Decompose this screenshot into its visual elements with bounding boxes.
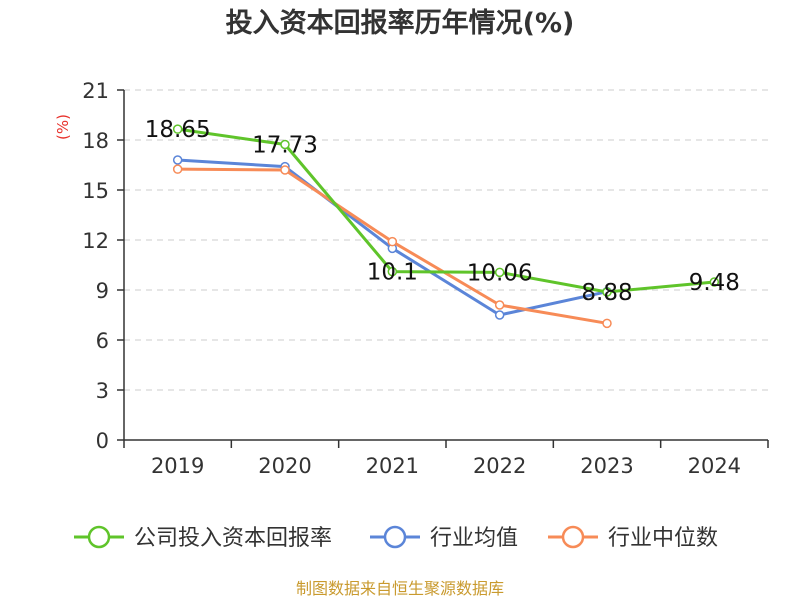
data-label: 18.65 [145, 117, 211, 143]
data-point[interactable] [602, 318, 612, 329]
data-label: 10.1 [367, 260, 418, 286]
y-tick-label: 12 [82, 229, 109, 253]
y-tick-label: 6 [96, 329, 109, 353]
x-tick-label: 2024 [688, 454, 741, 478]
data-point[interactable] [494, 300, 505, 310]
data-label: 10.06 [467, 260, 533, 286]
chart-title: 投入资本回报率历年情况(%) [226, 7, 575, 39]
x-tick-label: 2019 [151, 454, 204, 478]
legend-marker [87, 525, 111, 549]
y-tick-label: 18 [82, 129, 109, 153]
data-point[interactable] [709, 277, 720, 287]
legend: 公司投入资本回报率 行业均值 行业中位数 [74, 525, 718, 551]
data-point[interactable] [172, 124, 183, 134]
legend-label: 公司投入资本回报率 [134, 526, 332, 551]
series-1 [172, 124, 720, 297]
y-tick-label: 3 [96, 379, 109, 403]
x-tick-label: 2020 [258, 454, 311, 478]
x-tick-label: 2023 [580, 454, 633, 478]
data-label: 8.88 [581, 280, 632, 306]
data-point[interactable] [387, 236, 398, 247]
data-point[interactable] [172, 164, 183, 174]
y-axis-label: (%) [54, 114, 72, 140]
legend-marker [383, 525, 407, 549]
data-point[interactable] [494, 310, 505, 320]
y-tick-label: 15 [82, 179, 109, 203]
data-label: 9.48 [689, 270, 740, 296]
x-tick-label: 2021 [366, 454, 419, 478]
legend-marker [561, 525, 585, 549]
y-tick-label: 0 [96, 429, 109, 453]
series-lines [172, 124, 720, 329]
series-3 [172, 164, 612, 329]
data-point[interactable] [280, 165, 290, 175]
legend-item[interactable]: 行业均值 [370, 525, 518, 551]
data-point[interactable] [387, 266, 398, 277]
series-line [177, 127, 715, 294]
y-tick-label: 21 [82, 79, 109, 103]
data-label: 17.73 [252, 133, 318, 159]
data-point[interactable] [172, 155, 183, 165]
y-tick-label: 9 [96, 279, 109, 303]
data-labels: 18.65 17.73 10.1 10.06 8.88 9.48 [145, 117, 740, 306]
source-note: 制图数据来自恒生聚源数据库 [296, 579, 504, 598]
legend-label: 行业中位数 [608, 526, 718, 551]
data-point[interactable] [280, 139, 290, 150]
legend-item[interactable]: 公司投入资本回报率 [74, 525, 332, 551]
legend-label: 行业均值 [430, 526, 518, 551]
axes: 0 3 6 9 12 15 18 21 2019 2020 2021 2022 2023 2024 [82, 79, 769, 478]
grid-lines [124, 89, 768, 391]
legend-item[interactable]: 行业中位数 [548, 525, 718, 551]
data-point[interactable] [602, 287, 612, 297]
x-tick-label: 2022 [473, 454, 526, 478]
data-point[interactable] [494, 267, 505, 278]
